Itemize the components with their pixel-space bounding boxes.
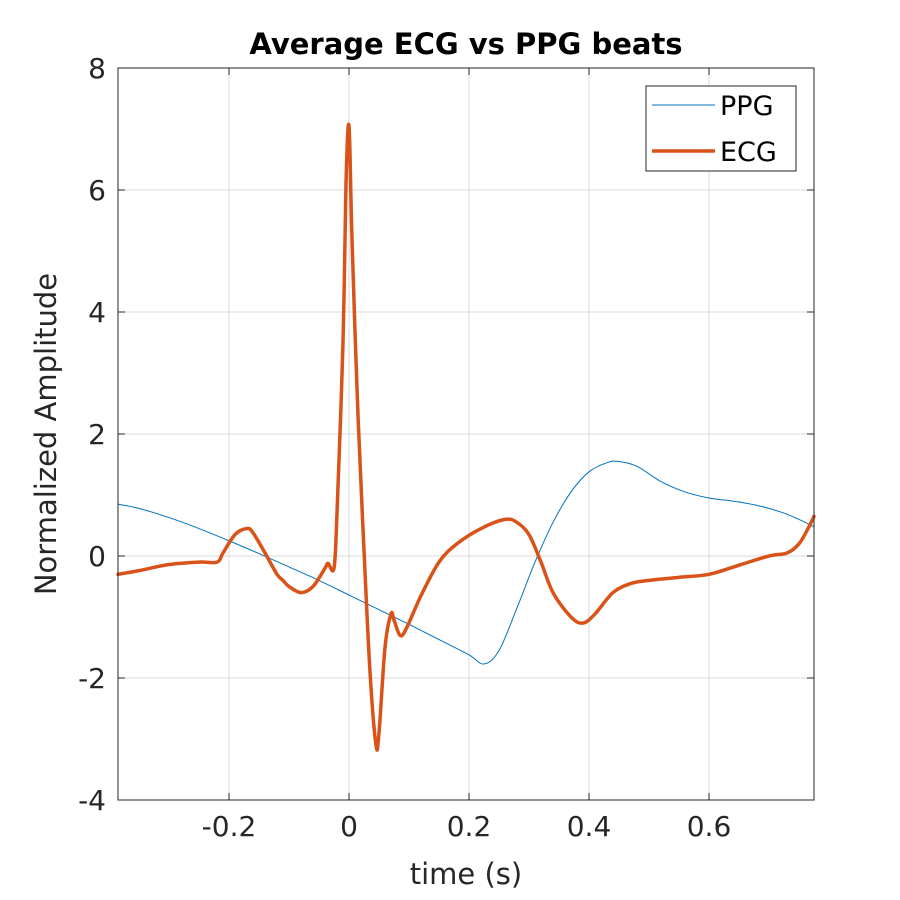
x-tick-label: 0 [340,810,358,843]
legend-label-ppg: PPG [720,91,774,122]
legend-box [645,85,797,172]
y-tick-label: 2 [88,418,106,451]
series-line-ecg [116,122,816,752]
y-tick-label: 0 [88,540,106,573]
x-tick-label: 0.2 [447,810,492,843]
x-tick-label: 0.4 [567,810,612,843]
x-tick-label: 0.6 [687,810,732,843]
plot-lines [116,122,816,752]
y-tick-label: 4 [88,296,106,329]
y-tick-label: 8 [88,52,106,85]
y-tick-label: 6 [88,174,106,207]
series-line-ppg [117,460,815,665]
y-tick-label: -2 [78,662,106,695]
grid [118,68,814,800]
chart-title: Average ECG vs PPG beats [249,27,682,61]
x-tick-label: -0.2 [202,810,257,843]
y-axis-label: Normalized Amplitude [29,273,63,595]
legend-label-ecg: ECG [720,137,777,168]
y-tick-label: -4 [78,784,106,817]
axis-ticks: -0.2 0 0.2 0.4 0.6 -4 -2 0 2 4 6 8 [78,52,814,843]
legend: PPG ECG [645,85,797,172]
x-axis-label: time (s) [410,857,522,891]
